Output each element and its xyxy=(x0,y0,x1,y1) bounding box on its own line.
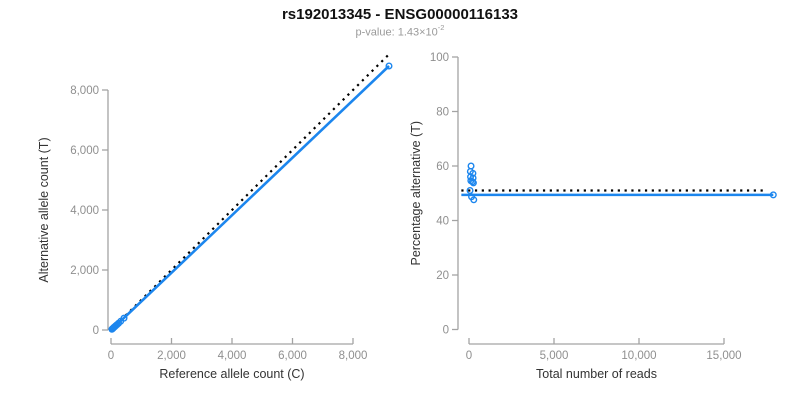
x-axis-title: Total number of reads xyxy=(536,367,657,381)
pvalue-text: p-value: 1.43×10 xyxy=(355,26,438,39)
y-tick-label: 4,000 xyxy=(70,205,99,217)
y-tick-label: 0 xyxy=(93,325,99,337)
x-tick-label: 10,000 xyxy=(621,350,656,362)
y-axis-title: Alternative allele count (T) xyxy=(37,137,51,282)
y-tick-label: 2,000 xyxy=(70,265,99,277)
x-tick-label: 8,000 xyxy=(339,350,368,362)
x-tick-label: 6,000 xyxy=(278,350,307,362)
x-tick-label: 5,000 xyxy=(540,350,569,362)
data-point xyxy=(469,179,477,187)
x-tick-label: 15,000 xyxy=(706,350,741,362)
y-axis-title: Percentage alternative (T) xyxy=(409,121,423,266)
y-tick-label: 40 xyxy=(436,216,449,228)
data-point xyxy=(468,178,476,186)
data-point xyxy=(120,314,128,322)
left-plot: 0 2,000 4,000 6,000 8,000 0 2,000 4,000 6,000 8,0… xyxy=(37,54,393,381)
x-tick-label: 2,000 xyxy=(157,350,186,362)
right-plot: 0 20 40 60 80 100 0 5,000 10,000 15,000 Total numb… xyxy=(409,52,777,381)
data-point xyxy=(385,62,393,70)
data-point xyxy=(467,162,475,170)
chart-subtitle: p-value: 1.43×10-2 xyxy=(0,23,800,39)
y-tick-label: 8,000 xyxy=(70,85,99,97)
y-tick-label: 100 xyxy=(430,52,449,64)
y-tick-label: 80 xyxy=(436,107,449,119)
fit-line xyxy=(111,65,390,331)
y-tick-label: 20 xyxy=(436,270,449,282)
data-point xyxy=(470,196,478,204)
y-tick-label: 0 xyxy=(443,325,449,337)
x-axis-title: Reference allele count (C) xyxy=(159,367,304,381)
x-tick-label: 4,000 xyxy=(218,350,247,362)
x-tick-label: 0 xyxy=(466,350,472,362)
identity-line xyxy=(110,54,389,331)
data-point xyxy=(466,187,474,195)
data-point xyxy=(769,191,777,199)
y-tick-label: 6,000 xyxy=(70,145,99,157)
chart-title: rs192013345 - ENSG00000116133 xyxy=(281,6,519,23)
x-tick-label: 0 xyxy=(108,350,114,362)
y-tick-label: 60 xyxy=(436,161,449,173)
pvalue-exponent: -2 xyxy=(437,23,445,32)
